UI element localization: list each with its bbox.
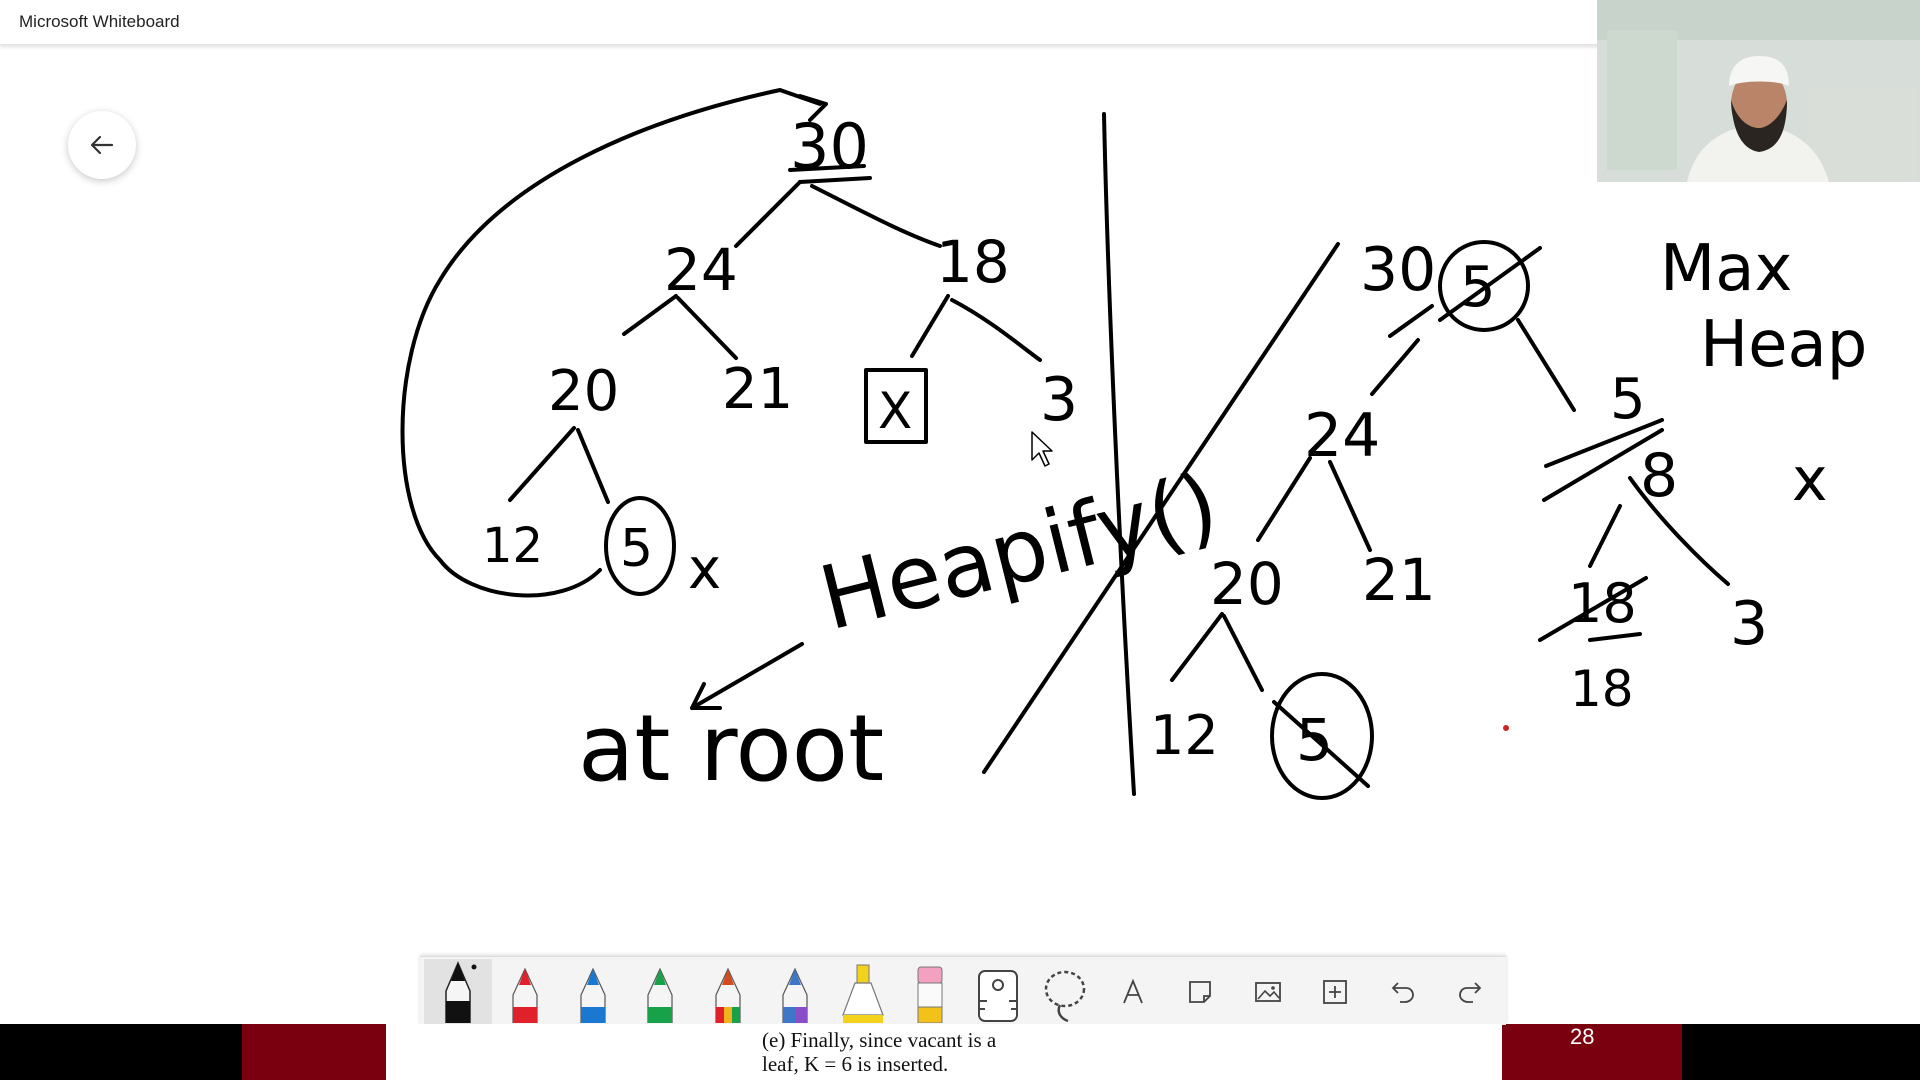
tool-undo[interactable] <box>1369 959 1437 1025</box>
tool-text[interactable] <box>1099 959 1167 1025</box>
tool-highlighter[interactable] <box>829 959 897 1025</box>
pen-rainbow-icon <box>715 967 741 1023</box>
diagonal-line <box>982 242 1340 774</box>
max-label: Max <box>1660 232 1792 306</box>
right-node-12: 12 <box>1150 704 1219 767</box>
right-node-20: 20 <box>1210 550 1284 618</box>
left-node-5-circle <box>604 496 676 596</box>
pen-galaxy-icon <box>782 967 808 1023</box>
left-curved-arrow <box>400 88 828 598</box>
stray-dot <box>1503 725 1509 731</box>
heap-label: Heap <box>1700 308 1867 382</box>
right-x-mark: x <box>1792 445 1828 515</box>
left-vacant-box <box>864 368 928 444</box>
lasso-icon <box>1045 970 1086 1023</box>
tool-note[interactable] <box>1167 959 1235 1025</box>
add-icon <box>1323 980 1348 1004</box>
webcam-video <box>1597 0 1920 182</box>
right-root-circle <box>1438 240 1530 332</box>
right-leaf-circle <box>1270 672 1374 800</box>
tool-eraser[interactable] <box>897 959 965 1025</box>
pen-red-icon <box>512 967 538 1023</box>
back-button[interactable] <box>68 111 136 179</box>
tool-pen-rainbow[interactable] <box>694 959 762 1025</box>
pen-green-icon <box>647 967 673 1023</box>
text-icon <box>1122 978 1143 1004</box>
tool-lasso[interactable] <box>1032 959 1100 1025</box>
pen-black-icon <box>445 961 477 1023</box>
tool-pen-galaxy[interactable] <box>762 959 830 1025</box>
pen-blue-icon <box>580 967 606 1023</box>
right-node-30: 30 <box>1360 235 1436 305</box>
undo-icon <box>1391 982 1414 1003</box>
left-node-12: 12 <box>482 518 543 574</box>
highlighter-icon <box>841 964 884 1023</box>
mouse-cursor <box>1031 431 1053 467</box>
tool-image[interactable] <box>1234 959 1302 1025</box>
slide-red-bar-left <box>242 1024 386 1080</box>
right-root-crossed: 5 <box>1460 255 1496 320</box>
slide-red-bar-right <box>1502 1024 1682 1080</box>
left-node-24: 24 <box>664 236 738 304</box>
tool-pen-blue[interactable] <box>559 959 627 1025</box>
note-icon <box>1189 981 1212 1003</box>
right-tree: 30 5 24 5 8 x 20 21 <box>1150 235 1828 800</box>
left-tree: 30 24 18 20 21 X 3 <box>400 88 1078 602</box>
left-node-5: 5 <box>620 519 653 579</box>
tool-pen-red[interactable] <box>492 959 560 1025</box>
tool-redo[interactable] <box>1437 959 1505 1025</box>
caption-line-2: leaf, K = 6 is inserted. <box>762 1052 949 1076</box>
title-bar: Microsoft Whiteboard <box>0 0 1600 45</box>
arrow-left-icon <box>90 135 114 155</box>
app-title: Microsoft Whiteboard <box>19 12 180 31</box>
tool-ruler[interactable] <box>964 959 1032 1025</box>
tool-pen-black[interactable] <box>424 959 492 1025</box>
left-node-30: 30 <box>790 110 869 183</box>
right-node-24: 24 <box>1304 401 1380 471</box>
left-node-18: 18 <box>936 228 1010 296</box>
tool-add[interactable] <box>1302 959 1370 1025</box>
right-node-21: 21 <box>1362 546 1436 614</box>
left-node-20: 20 <box>548 359 619 424</box>
tool-pen-green[interactable] <box>627 959 695 1025</box>
at-root-label: at root <box>578 695 884 802</box>
image-icon <box>1254 982 1281 1002</box>
heapify-label: Heapify() <box>810 453 1228 651</box>
right-crossed-5: 5 <box>1610 367 1646 432</box>
left-node-3: 3 <box>1040 365 1078 435</box>
presenter-avatar-icon <box>1597 0 1920 182</box>
max-heap-title: Max Heap <box>1660 232 1867 382</box>
left-node-21: 21 <box>722 357 793 422</box>
eraser-icon <box>917 966 943 1023</box>
slide-caption-box: (e) Finally, since vacant is a leaf, K =… <box>386 1024 1502 1080</box>
ruler-icon <box>977 970 1018 1022</box>
redo-icon <box>1459 982 1482 1003</box>
right-node-3: 3 <box>1730 589 1768 659</box>
vertical-divider <box>1102 112 1136 796</box>
right-crossed-5b: 18 <box>1570 660 1634 718</box>
whiteboard-canvas[interactable]: 30 24 18 20 21 X 3 <box>0 0 1920 1024</box>
left-node-x: X <box>878 382 912 440</box>
left-x-mark: x <box>688 537 721 602</box>
slide-caption: (e) Finally, since vacant is a leaf, K =… <box>762 1028 1262 1076</box>
page-number: 28 <box>1570 1024 1595 1049</box>
inking-toolbar <box>420 956 1506 1025</box>
caption-line-1: (e) Finally, since vacant is a <box>762 1028 997 1052</box>
